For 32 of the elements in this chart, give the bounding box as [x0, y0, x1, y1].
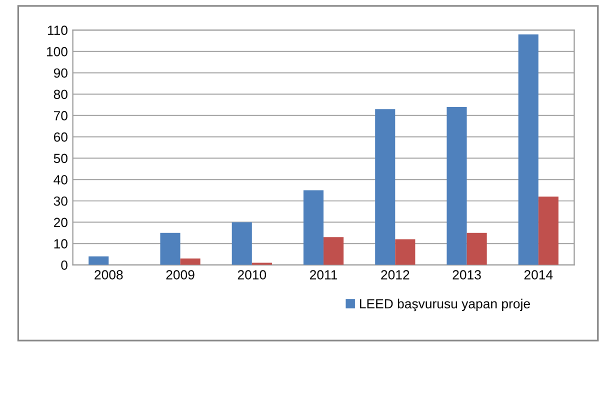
y-tick-label: 80 [54, 90, 68, 100]
bar [232, 222, 252, 265]
y-tick-label: 50 [54, 154, 68, 164]
y-tick-label: 60 [54, 132, 68, 142]
x-tick-label: 2008 [94, 270, 123, 280]
bar [160, 232, 180, 265]
y-tick-label: 90 [54, 68, 68, 78]
x-tick-label: 2010 [238, 270, 266, 280]
y-tick-label: 40 [54, 175, 68, 184]
y-tick-label: 100 [46, 47, 68, 56]
bar [324, 237, 344, 265]
x-tick-label: 2012 [381, 270, 410, 280]
y-tick-label: 20 [54, 218, 68, 228]
bar [538, 196, 558, 265]
x-tick-label: 2011 [310, 270, 338, 280]
bar [518, 34, 538, 265]
bar [446, 106, 467, 265]
legend-label: LEED başvurusu yapan proje [360, 298, 530, 312]
y-tick-label: 10 [54, 239, 68, 248]
x-tick-label: 2014 [524, 270, 553, 280]
bar [375, 109, 396, 265]
bar [466, 232, 487, 265]
bar [88, 256, 109, 265]
y-tick-label: 70 [54, 111, 68, 120]
x-tick-label: 2009 [166, 270, 194, 280]
bar [303, 190, 324, 265]
bar [395, 239, 416, 265]
y-tick-label: 110 [48, 26, 68, 36]
bar [180, 258, 200, 265]
y-tick-label: 30 [54, 196, 68, 206]
y-tick-label: 0 [61, 260, 68, 270]
x-tick-label: 2013 [452, 270, 481, 280]
